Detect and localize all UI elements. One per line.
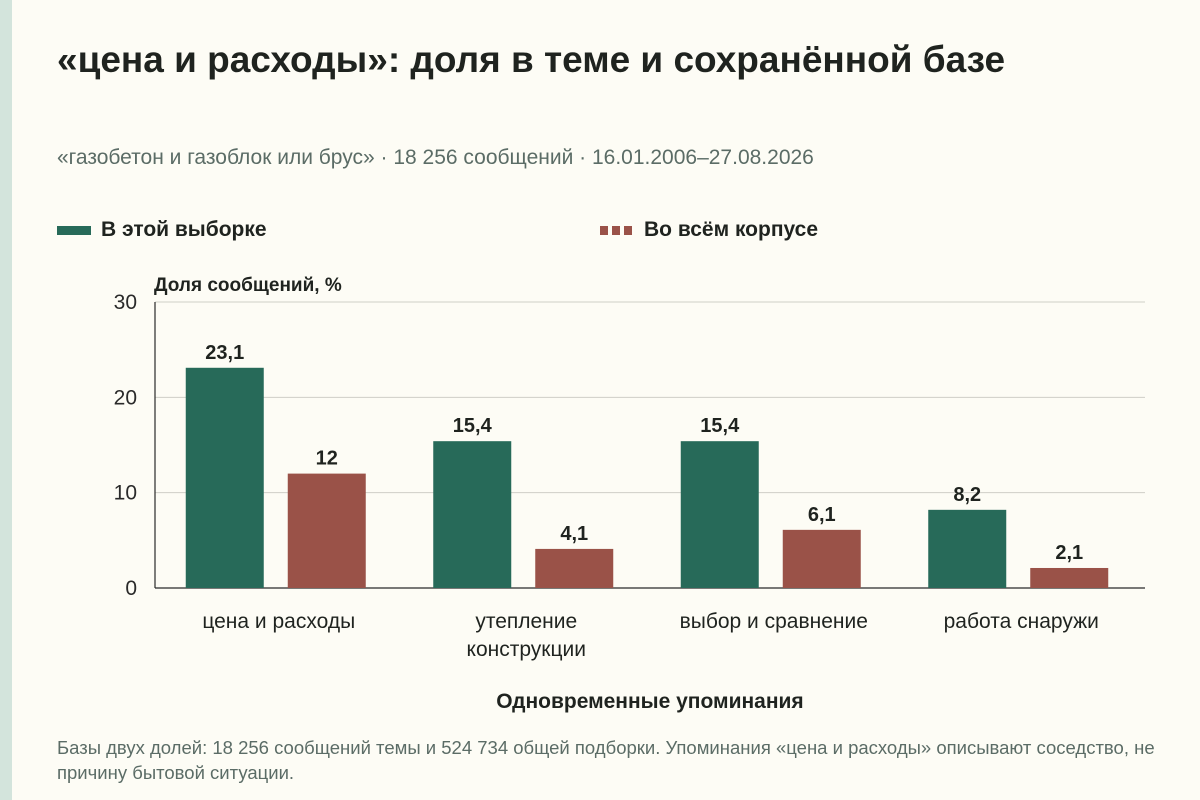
bar-sample [185, 367, 264, 588]
data-label: 8,2 [953, 484, 981, 506]
legend-item-corpus: Во всём корпусе [600, 218, 818, 242]
legend-label-sample: В этой выборке [101, 218, 267, 241]
bar-chart: 0 10 20 30 Доля сообщений, % 23,1 12 цена и рас… [114, 275, 1145, 713]
bar-sample [680, 441, 759, 588]
data-label: 12 [316, 448, 338, 470]
y-tick-label: 0 [125, 577, 137, 600]
data-label: 15,4 [700, 415, 740, 437]
legend-item-sample: В этой выборке [57, 218, 267, 242]
x-tick-label: конструкции [467, 638, 586, 661]
x-tick-label: утепление [475, 610, 577, 633]
x-axis-label: Одновременные упоминания [496, 690, 803, 713]
bar-corpus [287, 473, 366, 588]
x-tick-label: работа снаружи [944, 610, 1099, 633]
bar-sample [433, 441, 512, 588]
x-tick-label: цена и расходы [202, 610, 355, 633]
bar-sample [928, 509, 1007, 588]
y-tick-label: 30 [114, 291, 137, 314]
y-axis-label: Доля сообщений, % [154, 275, 342, 296]
left-accent-bar [0, 0, 12, 800]
bar-corpus [782, 529, 861, 588]
legend-swatch-sample [57, 225, 91, 235]
chart-subtitle: «газобетон и газоблок или брус» · 18 256… [57, 146, 814, 169]
bar-corpus [535, 548, 614, 588]
bar-corpus [1030, 567, 1109, 588]
y-tick-label: 20 [114, 386, 137, 409]
footnote: Базы двух долей: 18 256 сообщений темы и… [57, 737, 1155, 783]
legend: В этой выборке Во всём корпусе [0, 218, 1200, 248]
data-label: 4,1 [560, 523, 588, 545]
y-tick-label: 10 [114, 482, 137, 505]
legend-swatch-corpus [600, 225, 634, 235]
chart-title: «цена и расходы»: доля в теме и сохранён… [57, 39, 1006, 80]
data-label: 23,1 [205, 342, 244, 364]
legend-label-corpus: Во всём корпусе [644, 218, 819, 241]
data-label: 6,1 [808, 504, 836, 526]
x-tick-label: выбор и сравнение [680, 610, 868, 633]
data-label: 2,1 [1055, 542, 1083, 564]
data-label: 15,4 [453, 415, 493, 437]
